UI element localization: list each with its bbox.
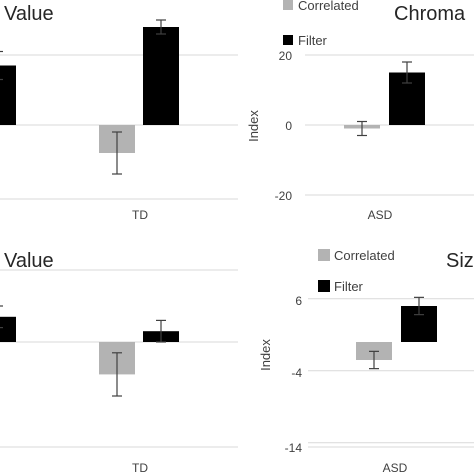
y-tick-label: 20 <box>279 49 293 63</box>
legend-swatch-correlated <box>318 249 330 261</box>
category-label: TD <box>132 461 148 474</box>
bar-filter <box>143 27 179 125</box>
y-tick-label: -20 <box>275 189 293 203</box>
panel-top-left: Value TD <box>0 3 238 222</box>
category-label: TD <box>132 208 148 222</box>
category-label: ASD <box>368 208 393 222</box>
y-axis-label: Index <box>246 110 261 142</box>
y-tick-label: 0 <box>285 119 292 133</box>
category-label: ASD <box>383 461 408 474</box>
legend-label-correlated: Correlated <box>298 0 359 13</box>
y-tick-label: -14 <box>285 441 303 455</box>
panel-top-right: Chroma Correlated Filter Index 20 0 -20 … <box>246 0 474 222</box>
legend-label-filter: Filter <box>298 33 328 48</box>
y-tick-label: -4 <box>291 366 302 380</box>
y-axis-label: Index <box>258 339 273 371</box>
chart-title: Chroma <box>394 3 466 25</box>
legend-label-filter: Filter <box>334 279 364 294</box>
legend-swatch-correlated <box>283 0 293 10</box>
legend-swatch-filter <box>318 280 330 292</box>
legend-label-correlated: Correlated <box>334 248 395 263</box>
y-tick-label: 6 <box>295 294 302 308</box>
bar-filter <box>0 65 16 125</box>
chart-title: Siz <box>446 250 474 272</box>
legend-swatch-filter <box>283 35 293 45</box>
chart-title: Value <box>4 250 54 272</box>
bar-filter <box>0 316 16 342</box>
panel-bottom-right: Siz Correlated Filter Index 6 -4 -14 ASD <box>258 248 474 474</box>
panel-bottom-left: Value TD <box>0 250 238 474</box>
chart-title: Value <box>4 3 54 25</box>
